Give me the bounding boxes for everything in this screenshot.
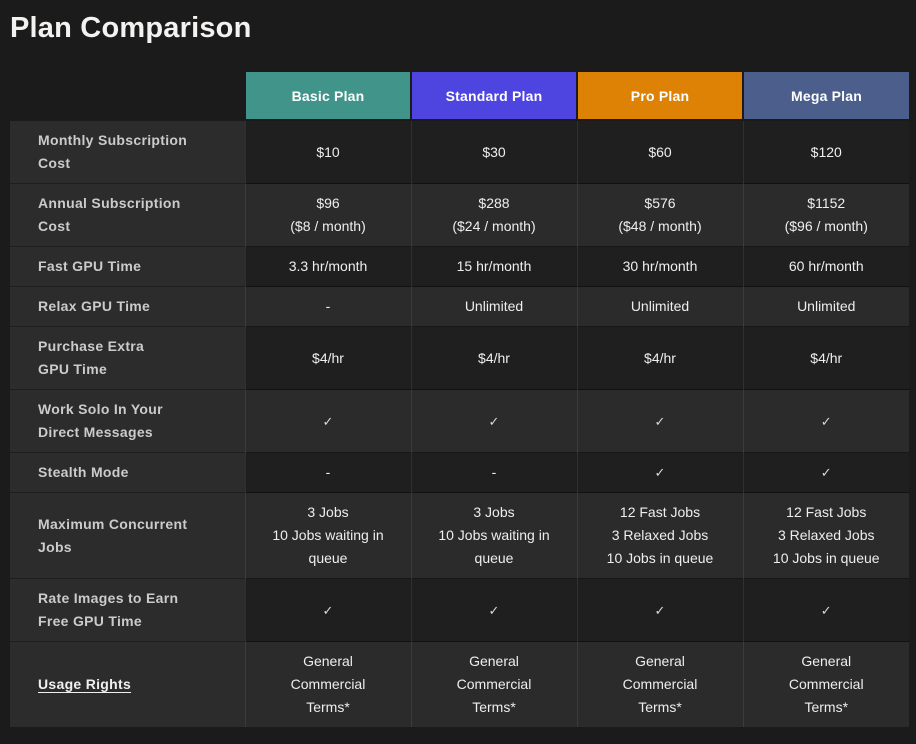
corner-cell: [10, 72, 245, 121]
row-label: Fast GPU Time: [38, 258, 142, 274]
table-row: Purchase Extra GPU Time $4/hr $4/hr $4/hr $4…: [10, 326, 909, 390]
table-row: Rate Images to Earn Free GPU Time ✓ ✓ ✓ ✓: [10, 578, 909, 642]
check-icon: ✓: [576, 452, 743, 493]
value-cell: $1152 ($96 / month): [742, 183, 909, 247]
table-row: Relax GPU Time - Unlimited Unlimited Unlimit…: [10, 286, 909, 327]
check-icon: ✓: [410, 578, 577, 642]
plan-comparison-table: Basic Plan Standard Plan Pro Plan Mega Plan…: [10, 72, 909, 727]
row-label: Stealth Mode: [38, 464, 129, 480]
check-icon: ✓: [244, 578, 411, 642]
header-row: Basic Plan Standard Plan Pro Plan Mega Plan: [10, 72, 909, 121]
value-cell: $60: [576, 120, 743, 184]
row-label: Rate Images to Earn Free GPU Time: [38, 590, 179, 629]
value-cell: Unlimited: [576, 286, 743, 327]
check-icon: ✓: [410, 389, 577, 453]
value-cell: General Commercial Terms*: [742, 641, 909, 727]
row-label-cell: Work Solo In Your Direct Messages: [10, 389, 245, 453]
row-label-cell: Usage Rights: [10, 641, 245, 727]
value-cell: Unlimited: [742, 286, 909, 327]
value-cell: $4/hr: [244, 326, 411, 390]
value-cell: $4/hr: [576, 326, 743, 390]
value-cell: 12 Fast Jobs 3 Relaxed Jobs 10 Jobs in q…: [742, 492, 909, 579]
value-cell: 3 Jobs 10 Jobs waiting in queue: [410, 492, 577, 579]
value-cell: 3.3 hr/month: [244, 246, 411, 287]
value-cell: $30: [410, 120, 577, 184]
value-cell: General Commercial Terms*: [576, 641, 743, 727]
row-label-cell: Fast GPU Time: [10, 246, 245, 287]
check-icon: ✓: [244, 389, 411, 453]
value-cell: -: [244, 452, 411, 493]
value-cell: -: [244, 286, 411, 327]
value-cell: 30 hr/month: [576, 246, 743, 287]
row-label-cell: Rate Images to Earn Free GPU Time: [10, 578, 245, 642]
table-row: Annual Subscription Cost $96 ($8 / month)…: [10, 183, 909, 247]
row-label: Purchase Extra GPU Time: [38, 338, 145, 377]
row-label: Annual Subscription Cost: [38, 195, 181, 234]
value-cell: 3 Jobs 10 Jobs waiting in queue: [244, 492, 411, 579]
row-label-cell: Monthly Subscription Cost: [10, 120, 245, 184]
value-cell: $576 ($48 / month): [576, 183, 743, 247]
value-cell: $120: [742, 120, 909, 184]
row-label: Maximum Concurrent Jobs: [38, 515, 188, 555]
plan-header-mega-plan: Mega Plan: [742, 72, 909, 121]
value-cell: -: [410, 452, 577, 493]
row-label-cell: Maximum Concurrent Jobs: [10, 492, 245, 579]
check-icon: ✓: [742, 452, 909, 493]
table-row: Work Solo In Your Direct Messages ✓ ✓ ✓ ✓: [10, 389, 909, 453]
usage-rights-link[interactable]: Usage Rights: [38, 676, 132, 692]
check-icon: ✓: [742, 389, 909, 453]
table-row: Fast GPU Time 3.3 hr/month 15 hr/month 30 h…: [10, 246, 909, 287]
value-cell: $4/hr: [742, 326, 909, 390]
row-label-cell: Stealth Mode: [10, 452, 245, 493]
row-label-cell: Relax GPU Time: [10, 286, 245, 327]
plan-header-pro-plan: Pro Plan: [576, 72, 743, 121]
row-label-cell: Annual Subscription Cost: [10, 183, 245, 247]
value-cell: General Commercial Terms*: [410, 641, 577, 727]
table-row: Usage Rights General Commercial Terms* Gen…: [10, 641, 909, 727]
table-row: Maximum Concurrent Jobs 3 Jobs 10 Jobs wa…: [10, 492, 909, 579]
value-cell: $288 ($24 / month): [410, 183, 577, 247]
row-label: Relax GPU Time: [38, 298, 151, 314]
page-title: Plan Comparison: [10, 12, 252, 44]
check-icon: ✓: [742, 578, 909, 642]
row-label-cell: Purchase Extra GPU Time: [10, 326, 245, 390]
value-cell: 15 hr/month: [410, 246, 577, 287]
value-cell: $10: [244, 120, 411, 184]
table-body: Monthly Subscription Cost $10 $30 $60 $120 An…: [10, 120, 909, 727]
row-label: Monthly Subscription Cost: [38, 132, 188, 171]
value-cell: General Commercial Terms*: [244, 641, 411, 727]
value-cell: $4/hr: [410, 326, 577, 390]
value-cell: $96 ($8 / month): [244, 183, 411, 247]
value-cell: Unlimited: [410, 286, 577, 327]
plan-header-basic-plan: Basic Plan: [244, 72, 411, 121]
table-row: Stealth Mode - - ✓ ✓: [10, 452, 909, 493]
table-row: Monthly Subscription Cost $10 $30 $60 $120: [10, 120, 909, 184]
plan-header-standard-plan: Standard Plan: [410, 72, 577, 121]
value-cell: 60 hr/month: [742, 246, 909, 287]
check-icon: ✓: [576, 389, 743, 453]
value-cell: 12 Fast Jobs 3 Relaxed Jobs 10 Jobs in q…: [576, 492, 743, 579]
row-label: Work Solo In Your Direct Messages: [38, 401, 163, 440]
check-icon: ✓: [576, 578, 743, 642]
